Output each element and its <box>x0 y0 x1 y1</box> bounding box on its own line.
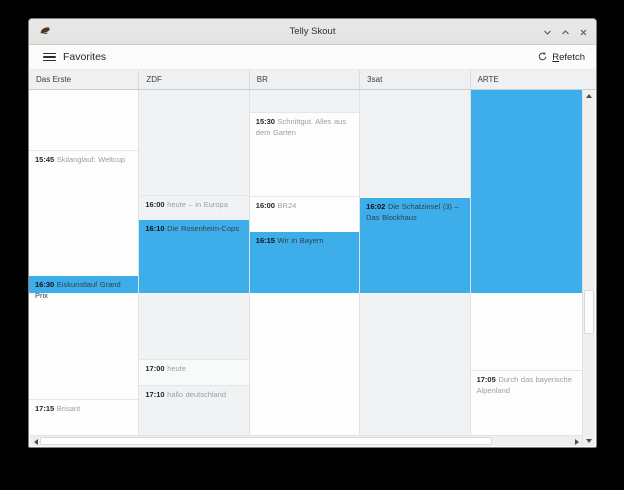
program-time: 15:45 <box>35 155 55 164</box>
program-title: Eiskunstlauf Grand Prix <box>35 280 121 300</box>
program-block[interactable]: 16:30 Eiskunstlauf Grand Prix <box>29 276 139 399</box>
program-label: 16:00 heute – in Europa <box>139 196 248 211</box>
program-title: Durch das bayerische Alpenland <box>476 375 572 395</box>
program-label: 16:30 Eiskunstlauf Grand Prix <box>29 276 138 302</box>
program-block[interactable]: 16:02 Die Schatzinsel (3) – Das Blockhau… <box>360 198 470 438</box>
maximize-button[interactable] <box>561 28 570 37</box>
app-icon <box>38 24 52 37</box>
refetch-label: Refetch <box>552 52 585 63</box>
program-block[interactable]: 15:30 Schnittgut. Alles aus dem Garten <box>249 112 360 196</box>
scroll-up-icon[interactable] <box>583 90 594 101</box>
elapsed-highlight <box>249 232 360 293</box>
titlebar[interactable]: Telly Skout <box>29 19 596 45</box>
channel-header-br: BR <box>250 70 361 89</box>
program-time: 16:02 <box>366 202 386 211</box>
program-label: 17:05 Durch das bayerische Alpenland <box>471 371 582 397</box>
program-block[interactable] <box>249 90 360 112</box>
channel-column-das-erste: 15:45 Skilanglauf: Weltcup 16:30 Eiskunst… <box>29 90 140 438</box>
program-block[interactable]: 16:00 BR24 <box>249 196 360 232</box>
app-window: Telly Skout Favorites Refetch <box>28 18 597 448</box>
program-title: hallo deutschland <box>164 390 227 399</box>
program-block[interactable]: 16:10 Die Rosenheim-Cops <box>139 220 249 359</box>
program-label: 16:00 BR24 <box>250 197 359 212</box>
program-label: 17:15 Brisant <box>29 400 138 415</box>
view-title: Favorites <box>63 51 107 63</box>
channel-header-das-erste: Das Erste <box>29 70 140 89</box>
program-title: heute <box>164 364 186 373</box>
scroll-right-icon[interactable] <box>571 436 582 447</box>
program-block[interactable] <box>139 90 249 195</box>
program-time: 17:00 <box>145 364 165 373</box>
program-block[interactable] <box>360 90 470 198</box>
program-title: Brisant <box>54 404 81 413</box>
program-time: 17:05 <box>476 375 496 384</box>
channel-header-row: Das Erste ZDF BR 3sat ARTE <box>29 70 596 90</box>
program-block[interactable] <box>29 90 139 150</box>
program-block[interactable]: 17:05 Durch das bayerische Alpenland <box>470 370 582 438</box>
program-title: Die Schatzinsel (3) – Das Blockhaus <box>366 202 459 222</box>
program-time: 16:15 <box>255 236 275 245</box>
refetch-button[interactable]: Refetch <box>533 48 589 67</box>
program-block[interactable] <box>470 90 582 370</box>
minimize-button[interactable] <box>543 28 552 37</box>
channel-header-3sat: 3sat <box>360 70 471 89</box>
program-time: 16:10 <box>145 224 165 233</box>
scroll-left-icon[interactable] <box>30 436 41 447</box>
program-label: 15:30 Schnittgut. Alles aus dem Garten <box>250 113 359 139</box>
program-label: 16:10 Die Rosenheim-Cops <box>139 220 248 235</box>
vertical-scrollbar[interactable] <box>582 90 595 446</box>
channel-header-arte: ARTE <box>477 75 499 84</box>
elapsed-highlight <box>29 276 139 293</box>
toolbar: Favorites Refetch <box>29 45 596 70</box>
window-title: Telly Skout <box>289 26 336 37</box>
program-label: 16:02 Die Schatzinsel (3) – Das Blockhau… <box>360 198 469 224</box>
program-label: 17:10 hallo deutschland <box>139 386 248 401</box>
horizontal-scrollbar[interactable] <box>30 435 582 446</box>
channel-column-3sat: 16:02 Die Schatzinsel (3) – Das Blockhau… <box>360 90 471 438</box>
program-block[interactable]: 17:15 Brisant <box>29 399 139 438</box>
program-title: Die Rosenheim-Cops <box>164 224 239 233</box>
elapsed-highlight <box>139 220 249 293</box>
horizontal-scrollbar-thumb[interactable] <box>40 437 492 445</box>
program-label: 15:45 Skilanglauf: Weltcup <box>29 151 138 166</box>
program-block[interactable]: 16:15 Wir in Bayern <box>249 232 360 438</box>
program-label: 17:00 heute <box>139 360 248 375</box>
program-label: 16:15 Wir in Bayern <box>250 232 359 247</box>
program-time: 17:10 <box>145 390 165 399</box>
close-button[interactable] <box>579 28 588 37</box>
program-columns: 15:45 Skilanglauf: Weltcup 16:30 Eiskunst… <box>29 90 582 438</box>
channel-column-arte: 17:05 Durch das bayerische Alpenland <box>470 90 582 438</box>
program-title: Schnittgut. Alles aus dem Garten <box>255 117 347 137</box>
program-title: Wir in Bayern <box>274 236 324 245</box>
elapsed-highlight <box>360 198 470 293</box>
channel-header-zdf: ZDF <box>139 70 250 89</box>
program-grid: 15:45 Skilanglauf: Weltcup 16:30 Eiskunst… <box>29 90 596 438</box>
program-block[interactable]: 15:45 Skilanglauf: Weltcup <box>29 150 139 276</box>
scroll-down-icon[interactable] <box>583 435 594 446</box>
program-time: 16:00 <box>255 201 275 210</box>
program-block[interactable]: 16:00 heute – in Europa <box>139 195 249 220</box>
program-block[interactable]: 17:10 hallo deutschland <box>139 385 249 438</box>
program-title: Skilanglauf: Weltcup <box>54 155 126 164</box>
program-time: 16:00 <box>145 200 165 209</box>
refresh-icon <box>537 50 548 65</box>
program-time: 15:30 <box>255 117 275 126</box>
channel-column-br: 15:30 Schnittgut. Alles aus dem Garten 16… <box>249 90 361 438</box>
channel-column-zdf: 16:00 heute – in Europa 16:10 Die Rosenhe… <box>139 90 250 438</box>
vertical-scrollbar-thumb[interactable] <box>584 290 594 334</box>
program-time: 17:15 <box>35 404 55 413</box>
program-time: 16:30 <box>35 280 55 289</box>
elapsed-highlight <box>470 90 582 293</box>
program-title: heute – in Europa <box>164 200 228 209</box>
hamburger-menu-icon[interactable] <box>43 52 56 62</box>
program-block[interactable]: 17:00 heute <box>139 359 249 385</box>
program-title: BR24 <box>274 201 297 210</box>
